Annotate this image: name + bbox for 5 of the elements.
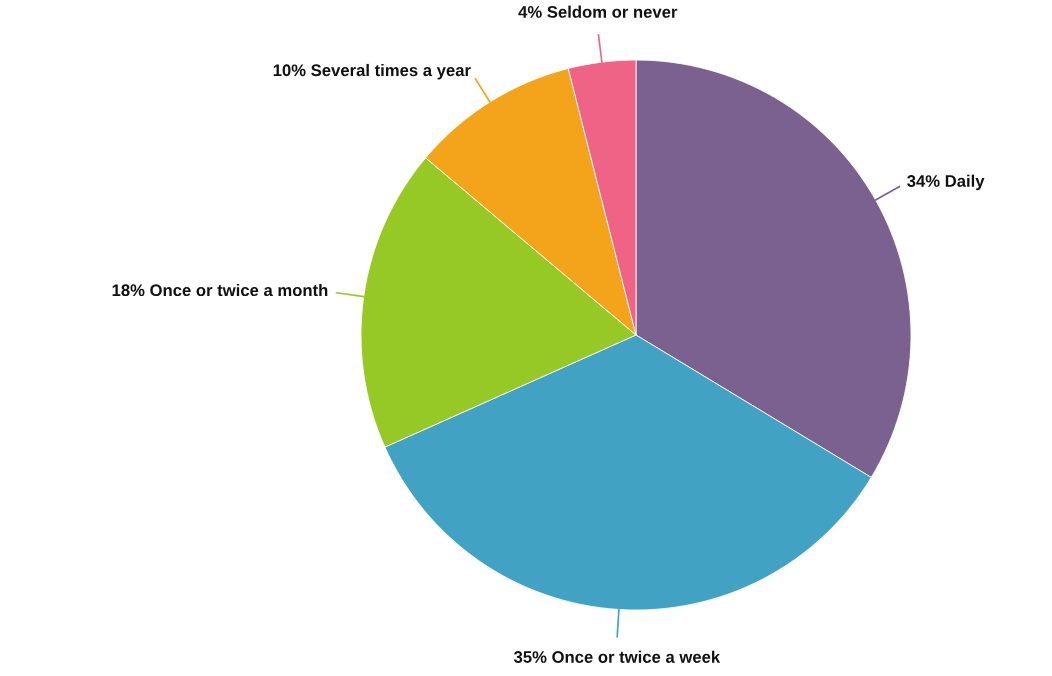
slice-label: 35% Once or twice a week <box>513 650 721 663</box>
slice-label: 10% Several times a year <box>273 63 471 80</box>
slice-label: 4% Seldom or never <box>518 5 678 18</box>
slice-label: 34% Daily <box>907 174 985 191</box>
slice-label: 18% Once or twice a month <box>112 283 328 297</box>
